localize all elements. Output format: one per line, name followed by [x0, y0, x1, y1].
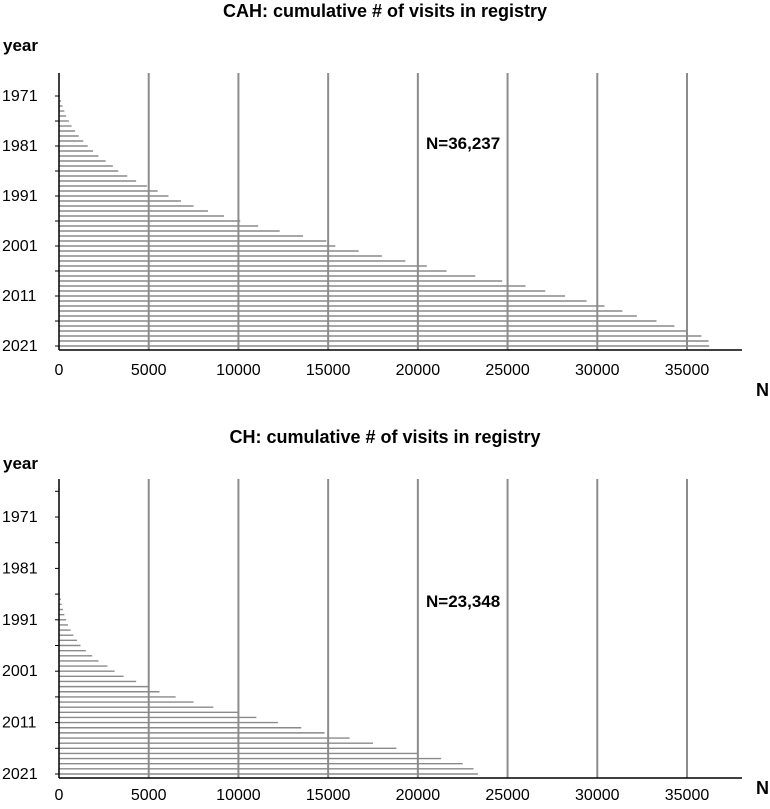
x-tick-label-cah-5000: 5000 — [131, 362, 167, 379]
x-axis-title-cah: N — [756, 380, 769, 400]
y-tick-label-ch-2011: 2011 — [2, 715, 37, 732]
y-tick-label-cah-2011: 2011 — [2, 288, 37, 305]
y-axis-title-cah: year — [3, 36, 38, 55]
y-tick-label-cah-1991: 1991 — [2, 188, 38, 205]
x-tick-label-ch-0: 0 — [55, 787, 64, 804]
y-tick-label-ch-1971: 1971 — [2, 509, 38, 526]
x-tick-label-cah-35000: 35000 — [665, 362, 710, 379]
x-tick-label-ch-30000: 30000 — [575, 787, 620, 804]
y-tick-label-ch-2021: 2021 — [2, 766, 38, 783]
x-tick-label-cah-30000: 30000 — [575, 362, 620, 379]
plot-area-cah: 1971 1981 1991 2001 2011 2021 0 5000 10000 15000 2… — [2, 73, 742, 379]
y-tick-label-cah-1971: 1971 — [2, 88, 38, 105]
x-tick-label-ch-35000: 35000 — [665, 787, 710, 804]
y-tick-label-cah-1981: 1981 — [2, 138, 38, 155]
chart-title-ch: CH: cumulative # of visits in registry — [229, 427, 540, 447]
y-tick-label-cah-2001: 2001 — [2, 238, 38, 255]
x-tick-label-ch-15000: 15000 — [306, 787, 351, 804]
y-tick-label-ch-1981: 1981 — [2, 560, 38, 577]
y-tick-label-ch-2001: 2001 — [2, 663, 38, 680]
x-tick-label-ch-5000: 5000 — [131, 787, 167, 804]
x-tick-label-ch-10000: 10000 — [216, 787, 261, 804]
chart-title-cah: CAH: cumulative # of visits in registry — [223, 1, 547, 21]
plot-area-ch: 1971 1981 1991 2001 2011 2021 0 5000 10000 15000 2… — [2, 479, 742, 804]
total-annotation-ch: N=23,348 — [426, 592, 500, 611]
y-tick-label-ch-1991: 1991 — [2, 612, 38, 629]
x-axis-title-ch: N — [756, 778, 769, 798]
x-tick-label-cah-0: 0 — [55, 362, 64, 379]
x-tick-label-cah-25000: 25000 — [485, 362, 530, 379]
x-tick-label-ch-25000: 25000 — [485, 787, 530, 804]
y-tick-label-cah-2021: 2021 — [2, 338, 38, 355]
total-annotation-cah: N=36,237 — [426, 134, 500, 153]
x-tick-label-cah-20000: 20000 — [396, 362, 441, 379]
x-tick-label-cah-10000: 10000 — [216, 362, 261, 379]
x-tick-label-cah-15000: 15000 — [306, 362, 351, 379]
x-tick-label-ch-20000: 20000 — [396, 787, 441, 804]
y-axis-title-ch: year — [3, 454, 38, 473]
